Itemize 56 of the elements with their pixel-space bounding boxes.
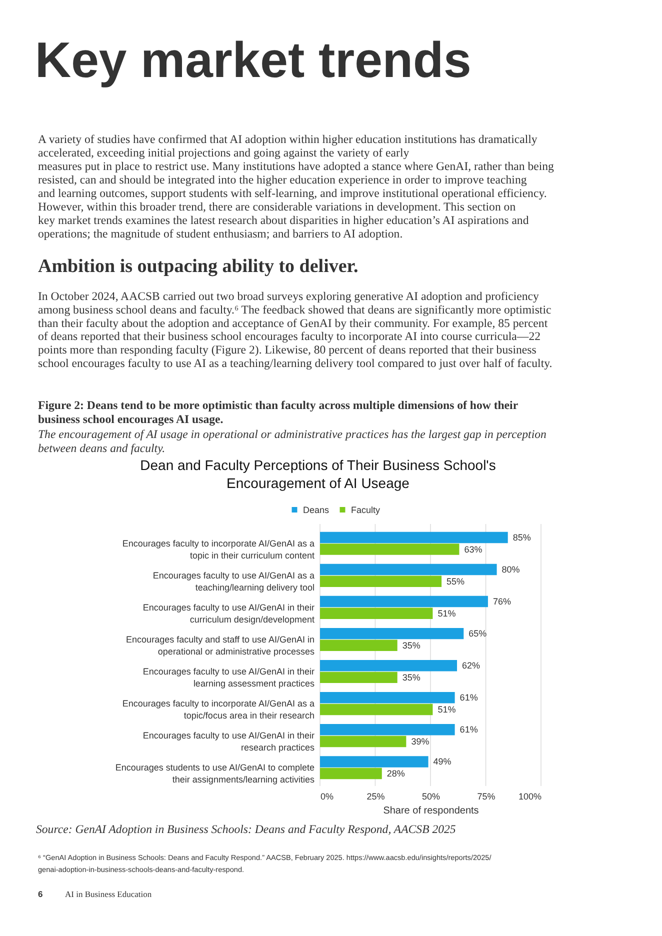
text: AI in Business Education <box>65 889 152 899</box>
text: Key market trends <box>35 32 472 88</box>
text: than their faculty about the adoption and acceptance of GenAI by their community. For example, 85 percent <box>38 316 548 330</box>
x-tick-label: 0% <box>320 792 334 802</box>
x-tick-label: 50% <box>422 792 440 802</box>
chart-title: Dean and Faculty Perceptions of Their Business School's Encouragement of AI Useage <box>140 457 496 491</box>
data-label: 61% <box>460 724 478 735</box>
data-label: 55% <box>446 576 465 586</box>
text: of deans reported that their business school encourages faculty to incorporate AI into course curricula—22 <box>38 329 541 344</box>
text: In October 2024, AACSB carried out two broad surveys exploring generative AI adoption and proficiency <box>38 289 540 303</box>
data-label: 35% <box>402 672 420 682</box>
text: points more than responding faculty (Figure 2). Likewise, 80 percent of deans reported that their business <box>38 342 537 357</box>
y-tick-label: Encourages faculty to use AI/GenAI in their research practices <box>142 730 315 753</box>
text: between deans and faculty. <box>38 440 166 455</box>
text: measures put in place to restrict use. Many institutions have adopted a stance where GenAI, rather than being <box>38 159 554 173</box>
data-label: 35% <box>402 640 420 650</box>
y-tick-label: Encourages faculty and staff to use AI/GenAI in operational or administrative processes <box>126 634 315 656</box>
data-label: 63% <box>464 544 482 554</box>
y-tick-label: Encourages students to use AI/GenAI to complete their assignments/learning activities <box>115 762 315 785</box>
text: key market trends examines the latest research about disparities in higher education’s AI aspirations and <box>38 213 529 227</box>
data-label: 39% <box>411 736 430 746</box>
data-label: 85% <box>512 532 531 542</box>
legend-label: Deans <box>303 504 330 515</box>
y-tick-label: Encourages faculty to use AI/GenAI in their learning assessment practices <box>142 666 315 689</box>
text: accelerated, exceeding initial projections and going against the variety of early <box>38 146 410 160</box>
text: Ambition is outpacing ability to deliver. <box>38 256 358 277</box>
x-tick-label: 100% <box>518 792 542 802</box>
data-label: 80% <box>502 564 520 574</box>
text: operations; the magnitude of student enthusiasm; and barriers to AI adoption. <box>38 226 403 240</box>
text: The encouragement of AI usage in operational or administrative practices has the largest gap in perception <box>38 427 546 441</box>
data-label: 51% <box>438 608 456 618</box>
text: school encourages faculty to use AI as a teaching/learning delivery tool compared to just over half of faculty. <box>38 356 552 370</box>
caption: Figure 2: Deans tend to be more optimistic than faculty across multiple dimensions of how their <box>38 398 518 412</box>
y-tick-label: Encourages faculty to use AI/GenAI as a teaching/learning delivery tool <box>152 570 314 592</box>
text: However, within this broader trend, there are considerable variations in development. This section on <box>38 200 516 214</box>
data-label: 65% <box>468 628 487 639</box>
data-label: 51% <box>438 704 456 714</box>
data-label: 49% <box>433 756 452 767</box>
data-label: 62% <box>462 660 480 671</box>
y-tick-label: Encourages faculty to incorporate AI/GenAI as a topic in their curriculum content <box>122 538 315 560</box>
y-tick-label: Encourages faculty to incorporate AI/GenAI as a topic/focus area in their research <box>122 698 314 721</box>
text: 6 <box>38 889 43 899</box>
legend-label: Faculty <box>351 504 381 515</box>
data-label: 28% <box>386 768 405 779</box>
text: A variety of studies have confirmed that AI adoption within higher education institutions has dramatically <box>38 132 538 146</box>
text: among business school deans and faculty.⁶ The feedback showed that deans are significantly more optimistic <box>38 302 552 316</box>
x-axis-title: Share of respondents <box>383 806 479 816</box>
text: resisted, can and should be integrated into the higher education experience in order to improve teaching <box>38 172 527 186</box>
x-tick-label: 75% <box>477 792 496 802</box>
text: and learning outcomes, support students with self-learning, and improve institutional operational efficiency. <box>38 186 547 200</box>
x-tick-label: 25% <box>366 792 385 802</box>
data-label: 61% <box>460 692 478 703</box>
y-tick-label: Encourages faculty to use AI/GenAI in their curriculum design/development <box>142 602 315 624</box>
data-label: 76% <box>492 596 511 607</box>
text: business school encourages AI usage. <box>38 412 224 426</box>
source-note: Source: GenAI Adoption in Business Schools: Deans and Faculty Respond, AACSB 2025 <box>36 822 456 836</box>
